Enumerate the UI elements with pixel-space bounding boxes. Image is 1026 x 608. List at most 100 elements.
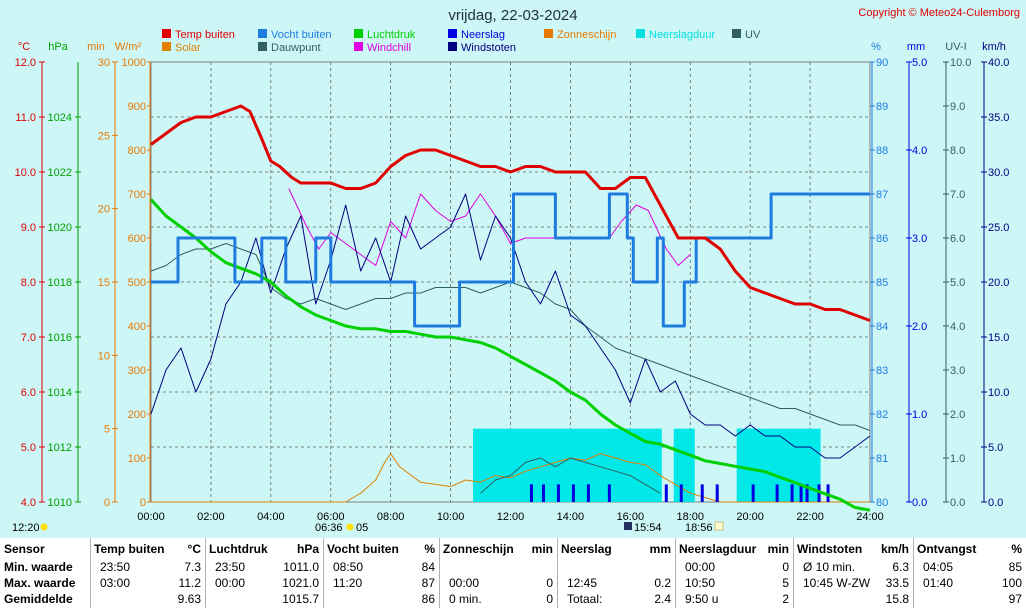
axis-tick-label: 400 [128,321,146,333]
legend-swatch [448,29,457,38]
stats-time: 12:45 [567,576,598,590]
stats-value: 0.2 [654,576,671,590]
stats-column-pressure: Luchtdruk hPa 23:50 1011.0 00:00 1021.0 1015.7 [205,538,323,608]
legend-swatch [636,29,645,38]
stats-value: 2.4 [654,592,671,606]
axis-unit: min [87,41,105,53]
axis-tick-label: 0 [104,497,110,509]
axis-tick-label: 1.0 [950,453,965,465]
stats-time: 08:50 [333,560,364,574]
stats-column-dewpoint: Ontvangst% 04:05 85 01:40 100 97 [913,538,1026,608]
sunrise-time: 06:36 [315,522,343,534]
stats-separator [557,538,558,608]
axis-tick-label: 5.0 [912,57,927,69]
time-tick-label: 18:00 [676,511,704,523]
stats-header: Zonneschijn min [443,542,553,556]
rain-bar [751,484,755,502]
axis-tick-label: 1.0 [912,409,927,421]
series-line-windstoten [150,193,871,459]
stats-row: 04:05 85 [917,560,1022,575]
time-tick-label: 12:00 [497,511,525,523]
stats-value: 85 [1008,560,1022,574]
time-tick-label: 24:00 [856,511,884,523]
stats-value: 2 [782,592,789,606]
stats-row: 01:40 100 [917,576,1022,591]
legend-label: UV [745,29,761,41]
rain-bar [715,484,719,502]
axis-tick-label: 100 [128,453,146,465]
axis-tick-label: 0.0 [912,497,927,509]
stats-header-unit: % [424,542,435,556]
stats-column-rainduration: Neerslagduur min 00:00 0 10:50 5 9:50 u 2 [675,538,793,608]
copyright: Copyright © Meteo24-Culemborg [858,7,1020,19]
axis-tick-label: 0 [140,497,146,509]
stats-column-humidity: Vocht buiten% 08:50 84 11:20 87 86 [323,538,439,608]
stats-value: 100 [1001,576,1022,590]
axis-tick-label: 800 [128,145,146,157]
stats-header-label: Temp buiten [94,542,165,556]
legend-swatch [162,29,171,38]
series-line-temp-buiten [150,104,871,322]
stats-row: 08:50 84 [327,560,435,575]
stats-header: Ontvangst% [917,542,1022,556]
rain-bar [541,484,545,502]
rain-bar [790,484,794,502]
legend-swatch [448,42,457,51]
sunset-icon [714,521,724,531]
legend-label: Solar [175,42,201,54]
stats-value: 7.3 [184,560,201,574]
stats-header-label: Luchtdruk [209,542,268,556]
axis-tick-label: 30 [98,57,110,69]
rain-bar [805,484,809,502]
axis-tick-label: 84 [876,321,888,333]
axis-unit: hPa [48,41,68,53]
stats-separator [205,538,206,608]
rain-duration-bar [473,428,662,502]
axis-tick-label: 1012 [48,442,72,454]
series-line-luchtdruk [149,198,871,512]
moonrise-icon [624,522,632,530]
rain-bar [607,484,611,502]
axis-tick-label: 20 [98,204,110,216]
stats-header: Temp buiten °C [94,542,201,556]
axis-tick-label: 1000 [122,57,146,69]
legend-label: Neerslag [461,29,505,41]
axis-tick-label: 3.0 [950,365,965,377]
chart-title: vrijdag, 22-03-2024 [448,7,577,24]
axis-unit: km/h [982,41,1006,53]
stats-row [443,560,553,575]
axis-tick-label: 1014 [48,387,72,399]
legend-swatch [354,29,363,38]
axis-tick-label: 1020 [48,222,72,234]
stats-table: Sensor Min. waarde Max. waarde Gemiddelde Te… [0,538,1026,608]
stats-row: 9:50 u 2 [679,592,789,607]
legend-label: Temp buiten [175,29,235,41]
stats-time: 23:50 [215,560,246,574]
series-line-windchill [288,188,691,266]
stats-time: 23:50 [100,560,131,574]
axis-tick-label: 0.0 [950,497,965,509]
axis-tick-label: 7.0 [950,189,965,201]
stats-header-label: Zonneschijn [443,542,514,556]
stats-header: Windstoten km/h [797,542,909,556]
moonrise-time: 15:54 [634,522,662,534]
axis-tick-label: 10.0 [15,167,36,179]
time-tick-label: 10:00 [437,511,465,523]
stats-separator [90,538,91,608]
time-tick-label: 00:00 [137,511,165,523]
legend-swatch [354,42,363,51]
stats-header-unit: min [767,542,789,556]
axis-labels: °C 12.0 11.0 10.0 9.0 8.0 7.0 6.0 5.0 4.0 hPa 1024 1… [15,41,1010,509]
axis-tick-label: 2.0 [912,321,927,333]
stats-value: 84 [421,560,435,574]
axis-tick-label: 80 [876,497,888,509]
axis-tick-label: 6.0 [950,233,965,245]
sun-icon [346,523,354,531]
axis-tick-label: 900 [128,101,146,113]
legend-swatch [732,29,741,38]
axis-tick-label: 10 [98,350,110,362]
stats-row: 97 [917,592,1022,607]
stats-header-unit: km/h [880,542,909,556]
stats-value: 11.2 [178,576,201,590]
legend-label: Neerslagduur [649,29,715,41]
